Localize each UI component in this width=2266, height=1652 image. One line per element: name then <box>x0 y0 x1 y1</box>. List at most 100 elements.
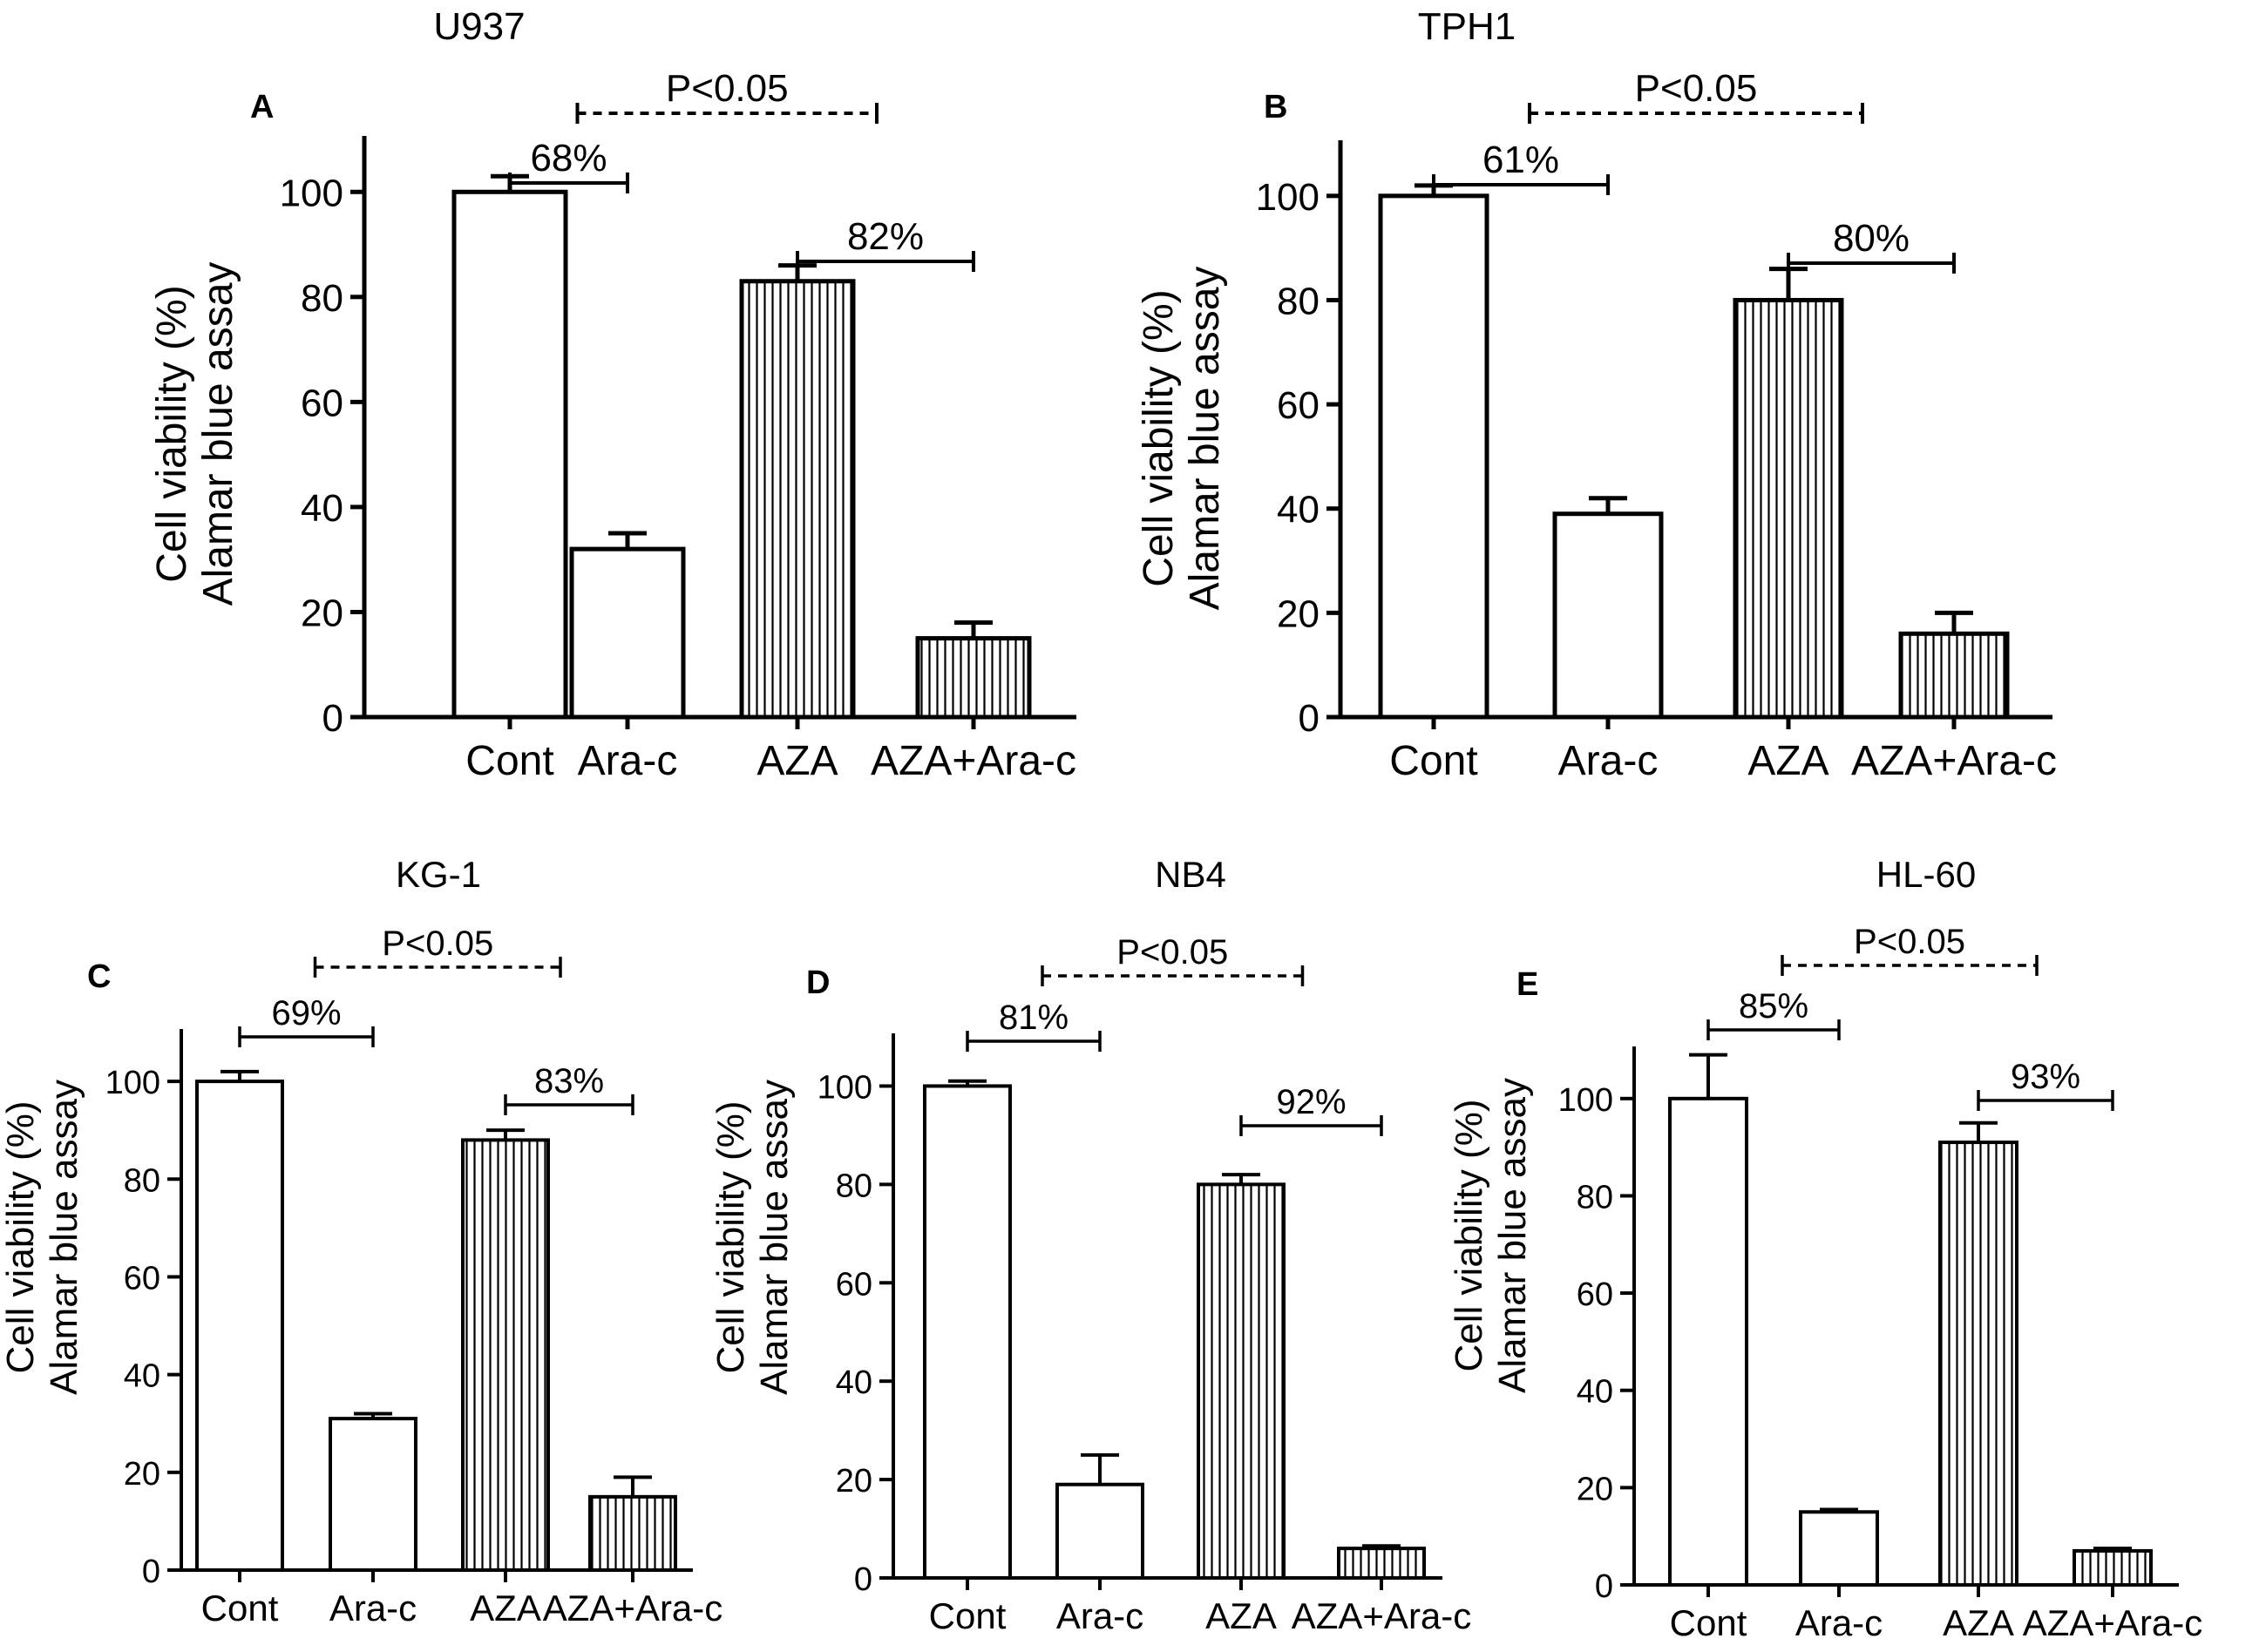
x-tick-label: AZA+Ara-c <box>543 1588 723 1628</box>
y-axis-label-line2: Alamar blue assay <box>1182 267 1228 611</box>
y-tick-label: 100 <box>105 1065 160 1101</box>
y-tick-label: 0 <box>322 697 343 740</box>
bar-cont <box>923 1084 1012 1581</box>
bar-ara-c <box>1552 511 1664 720</box>
percent-label: 68% <box>530 137 607 179</box>
panel-title: NB4 <box>1155 854 1226 895</box>
y-tick-label: 60 <box>1277 384 1320 427</box>
x-tick-label: AZA <box>1943 1602 2014 1643</box>
y-tick-label: 60 <box>301 382 343 424</box>
x-tick-label: Cont <box>465 738 553 784</box>
y-tick-label: 20 <box>836 1463 872 1500</box>
panel-label: C <box>87 958 111 995</box>
y-tick-label: 80 <box>1577 1179 1613 1215</box>
x-tick-label: Cont <box>1670 1602 1747 1643</box>
y-axis-label-line2: Alamar blue assay <box>43 1080 85 1395</box>
x-tick-label: AZA <box>470 1588 541 1628</box>
x-tick-label: Ara-c <box>1056 1595 1143 1636</box>
panel-label: B <box>1264 89 1287 125</box>
x-tick-label: Ara-c <box>1558 738 1659 784</box>
panel-c: KG-1 C Cell viability (%) Alamar blue as… <box>0 854 723 1628</box>
y-axis-label-line1: Cell viability (%) <box>0 1101 42 1374</box>
y-axis-label-line2: Alamar blue assay <box>753 1080 796 1395</box>
y-tick-label: 20 <box>301 592 343 634</box>
y-tick-label: 20 <box>124 1456 160 1493</box>
significance-label: P<0.05 <box>666 67 789 110</box>
bar-cont <box>1668 1096 1748 1588</box>
y-tick-label: 60 <box>836 1266 872 1303</box>
bar-aza <box>739 279 856 720</box>
bar-aza <box>1197 1182 1286 1580</box>
x-tick-label: Cont <box>201 1588 279 1628</box>
significance-label: P<0.05 <box>1635 67 1758 110</box>
bar-cont <box>451 189 568 720</box>
percent-label: 93% <box>2011 1058 2080 1096</box>
y-tick-label: 40 <box>1577 1374 1613 1411</box>
bar-aza <box>1733 297 1844 720</box>
percent-label: 83% <box>534 1062 604 1100</box>
y-tick-label: 80 <box>836 1168 872 1204</box>
x-tick-label: Ara-c <box>329 1588 417 1628</box>
y-tick-label: 0 <box>1595 1568 1613 1605</box>
percent-label: 61% <box>1482 139 1559 181</box>
y-tick-label: 60 <box>1577 1276 1613 1313</box>
panel-e: HL-60 E Cell viability (%) Alamar blue a… <box>1448 854 2202 1643</box>
y-tick-label: 40 <box>124 1358 160 1395</box>
panel-label: A <box>250 89 274 125</box>
y-tick-label: 100 <box>1558 1082 1613 1119</box>
y-tick-label: 80 <box>124 1162 160 1199</box>
y-axis-label-line1: Cell viability (%) <box>1136 289 1182 586</box>
bar-cont <box>195 1080 284 1573</box>
y-tick-label: 60 <box>124 1260 160 1297</box>
y-axis-label-line2: Alamar blue assay <box>195 262 241 606</box>
x-tick-label: Cont <box>1389 738 1477 784</box>
percent-label: 92% <box>1276 1083 1346 1121</box>
x-tick-label: AZA+Ara-c <box>1292 1595 1472 1636</box>
panel-title: HL-60 <box>1876 854 1976 895</box>
panel-title: TPH1 <box>1418 5 1516 48</box>
y-tick-label: 80 <box>1277 280 1320 322</box>
significance-label: P<0.05 <box>382 924 493 963</box>
y-tick-label: 20 <box>1277 592 1320 635</box>
bar-aza-ara-c <box>1898 631 2010 720</box>
percent-label: 69% <box>271 994 341 1032</box>
y-tick-label: 100 <box>1256 176 1320 219</box>
y-tick-label: 0 <box>142 1554 160 1590</box>
panel-label: E <box>1516 966 1538 1003</box>
panel-b: TPH1 B Cell viability (%) Alamar blue as… <box>1136 5 2057 784</box>
bar-aza-ara-c <box>2073 1548 2153 1587</box>
y-tick-label: 0 <box>854 1561 872 1598</box>
bar-ara-c <box>569 546 686 720</box>
percent-label: 80% <box>1833 217 1910 260</box>
y-axis-label-line1: Cell viability (%) <box>1448 1100 1490 1372</box>
panel-a: U937 A Cell viability (%) Alamar blue as… <box>149 5 1076 784</box>
bar-aza-ara-c <box>915 636 1032 720</box>
bar-aza-ara-c <box>588 1494 677 1573</box>
bar-cont <box>1378 193 1489 720</box>
x-tick-label: AZA+Ara-c <box>2023 1602 2203 1643</box>
y-tick-label: 40 <box>836 1364 872 1401</box>
panel-label: D <box>806 965 830 1001</box>
y-axis-label-line1: Cell viability (%) <box>149 285 195 582</box>
x-tick-label: AZA <box>756 738 838 784</box>
x-tick-label: Ara-c <box>1795 1602 1883 1643</box>
x-tick-label: Cont <box>929 1595 1007 1636</box>
y-axis-label-line2: Alamar blue assay <box>1491 1078 1534 1393</box>
y-tick-label: 100 <box>280 172 343 214</box>
bar-aza <box>461 1138 550 1573</box>
percent-label: 85% <box>1739 987 1808 1026</box>
x-tick-label: Ara-c <box>578 738 678 784</box>
bar-ara-c <box>1799 1510 1879 1587</box>
y-tick-label: 20 <box>1577 1471 1613 1507</box>
panel-d: NB4 D Cell viability (%) Alamar blue ass… <box>709 854 1471 1636</box>
bar-ara-c <box>1055 1482 1144 1580</box>
percent-label: 81% <box>999 999 1069 1037</box>
bar-ara-c <box>329 1417 417 1572</box>
x-tick-label: AZA+Ara-c <box>1851 738 2057 784</box>
y-tick-label: 40 <box>301 487 343 530</box>
bar-aza <box>1938 1141 2018 1588</box>
x-tick-label: AZA <box>1747 738 1828 784</box>
y-tick-label: 0 <box>1299 697 1320 740</box>
percent-label: 82% <box>847 215 924 258</box>
y-tick-label: 100 <box>818 1069 872 1106</box>
